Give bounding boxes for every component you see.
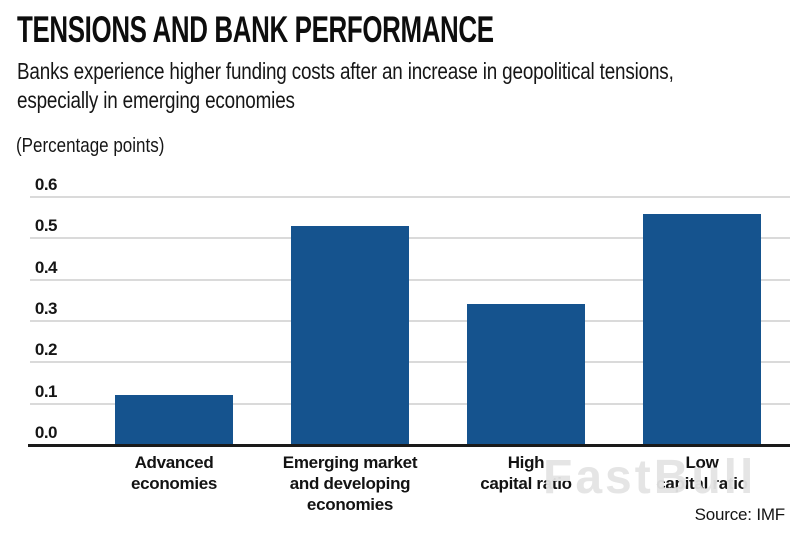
- x-category-label-2: High capital ratio: [480, 452, 572, 494]
- x-category-label-line: economies: [306, 495, 394, 514]
- gridline-0.6: [30, 196, 790, 198]
- watermark-text: FastBull: [543, 451, 757, 504]
- x-category-label-3: Low capital ratio: [656, 452, 748, 494]
- x-category-label-0: Advanced economies: [131, 452, 217, 494]
- x-category-label-line: High: [507, 453, 545, 472]
- x-category-label-line: Emerging market: [282, 453, 418, 472]
- gridline-0.4: [30, 278, 790, 281]
- y-tick-label-0.4: 0.4: [34, 257, 58, 277]
- gridline-0.1: [30, 402, 790, 405]
- y-axis-units-label: (Percentage points): [16, 135, 165, 157]
- y-tick-label-0.3: 0.3: [34, 299, 58, 318]
- x-category-label-line: Advanced: [134, 453, 214, 472]
- x-category-label-line: Low: [685, 453, 719, 472]
- x-category-label-line: capital ratio: [480, 474, 572, 493]
- y-tick-label-0.1: 0.1: [34, 381, 58, 401]
- chart-bar-3: [643, 213, 761, 445]
- y-tick-label-0.5: 0.5: [34, 216, 58, 236]
- chart-bar-0: [115, 395, 233, 445]
- x-category-label-line: and developing: [289, 474, 411, 493]
- gridline-0.3: [30, 320, 790, 322]
- x-category-label-line: economies: [130, 474, 218, 493]
- gridline-0.5: [30, 237, 790, 240]
- x-category-label-1: Emerging market and developing economies: [282, 452, 418, 515]
- y-tick-label-0.0: 0.0: [34, 423, 58, 442]
- source-credit: Source: IMF: [694, 505, 786, 524]
- gridline-0.2: [30, 361, 790, 364]
- x-category-label-line: capital ratio: [656, 474, 748, 493]
- chart-bar-2: [467, 304, 585, 445]
- chart-subtitle: Banks experience higher funding costs af…: [17, 58, 674, 113]
- chart-bar-1: [291, 225, 409, 445]
- y-tick-label-0.2: 0.2: [34, 340, 58, 360]
- x-axis-baseline: [28, 444, 790, 447]
- y-tick-label-0.6: 0.6: [34, 175, 58, 194]
- chart-title: TENSIONS AND BANK PERFORMANCE: [17, 9, 494, 50]
